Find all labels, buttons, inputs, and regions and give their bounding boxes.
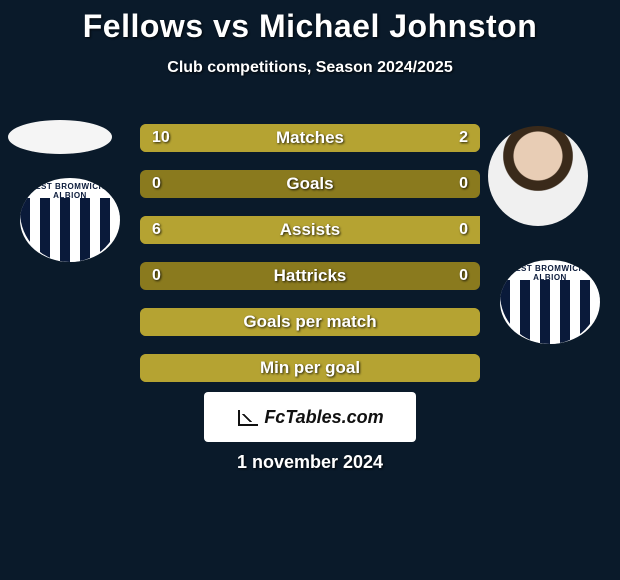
fctables-logo: FcTables.com	[204, 392, 416, 442]
stat-row: 0 Goals 0	[140, 170, 480, 198]
badge-stripes-icon	[500, 280, 600, 344]
stat-label: Matches	[276, 128, 344, 148]
stat-value-left: 0	[152, 175, 161, 193]
site-name: FcTables.com	[264, 407, 383, 428]
stat-value-left: 6	[152, 221, 161, 239]
player-left-avatar	[8, 120, 112, 154]
subtitle: Club competitions, Season 2024/2025	[0, 59, 620, 77]
stat-value-left: 10	[152, 129, 170, 147]
stat-label: Goals	[286, 174, 333, 194]
stat-label: Goals per match	[243, 312, 376, 332]
club-badge-right: EST BROMWICH ALBION	[500, 260, 600, 344]
stat-value-right: 0	[459, 221, 468, 239]
stat-value-right: 0	[459, 267, 468, 285]
stat-label: Min per goal	[260, 358, 360, 378]
stat-value-right: 0	[459, 175, 468, 193]
page-title: Fellows vs Michael Johnston	[0, 0, 620, 45]
chart-icon	[236, 406, 258, 428]
stat-row: 0 Hattricks 0	[140, 262, 480, 290]
date-label: 1 november 2024	[0, 452, 620, 473]
stat-value-right: 2	[459, 129, 468, 147]
bar-fill-right-icon	[422, 124, 480, 152]
badge-stripes-icon	[20, 198, 120, 262]
stat-value-left: 0	[152, 267, 161, 285]
stat-row: 6 Assists 0	[140, 216, 480, 244]
player-right-avatar	[488, 126, 588, 226]
stat-row: Min per goal	[140, 354, 480, 382]
stat-row: 10 Matches 2	[140, 124, 480, 152]
club-badge-left: EST BROMWICH ALBION	[20, 178, 120, 262]
stats-container: 10 Matches 2 0 Goals 0 6 Assists 0 0 Hattricks 0 Goa…	[140, 124, 480, 400]
stat-label: Hattricks	[274, 266, 347, 286]
stat-row: Goals per match	[140, 308, 480, 336]
stat-label: Assists	[280, 220, 340, 240]
